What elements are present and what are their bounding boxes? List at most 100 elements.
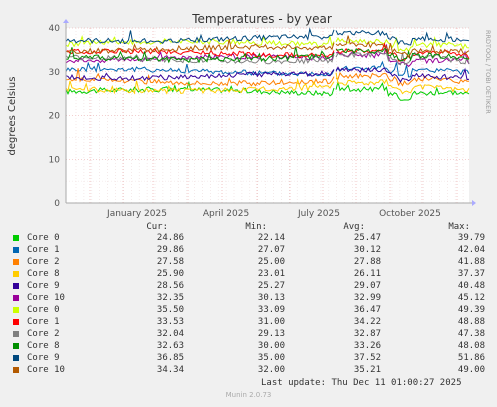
legend-max: 45.12 [457, 293, 485, 303]
legend-swatch [13, 295, 19, 301]
legend-min: 29.13 [257, 329, 285, 339]
y-axis-arrow [63, 19, 69, 23]
legend-series-name: Core 9 [27, 353, 60, 363]
legend-row: Core 9 36.85 35.00 37.52 51.86 [0, 353, 497, 364]
legend-row: Core 1 29.86 27.07 30.12 42.04 [0, 245, 497, 256]
y-tick-label: 10 [49, 155, 61, 165]
legend-cur: 32.35 [156, 293, 184, 303]
legend-min: 30.13 [257, 293, 285, 303]
legend-avg: 32.99 [353, 293, 381, 303]
x-tick-label: April 2025 [203, 209, 249, 219]
legend-cur: 34.34 [156, 365, 184, 375]
legend-swatch [13, 307, 19, 313]
legend-swatch [13, 235, 19, 241]
x-axis-arrow [472, 200, 476, 206]
legend-series-name: Core 0 [27, 233, 60, 243]
legend-avg: 35.21 [353, 365, 381, 375]
legend-max: 42.04 [457, 245, 485, 255]
legend-cur: 32.63 [156, 341, 184, 351]
legend-max: 51.86 [457, 353, 485, 363]
legend-swatch [13, 367, 19, 373]
y-tick-label: 30 [49, 68, 61, 78]
legend-avg: 34.22 [353, 317, 381, 327]
legend-header-max: Max: [448, 222, 470, 232]
series-line [65, 60, 470, 78]
legend-min: 22.14 [257, 233, 285, 243]
legend-cur: 27.58 [156, 257, 184, 267]
legend-max: 48.08 [457, 341, 485, 351]
legend-row: Core 0 35.50 33.09 36.47 49.39 [0, 305, 497, 316]
y-tick-label: 20 [49, 112, 61, 122]
legend-cur: 35.50 [156, 305, 184, 315]
legend-row: Core 10 34.34 32.00 35.21 49.00 [0, 365, 497, 376]
legend-avg: 30.12 [353, 245, 381, 255]
legend-avg: 25.47 [353, 233, 381, 243]
series-line [65, 72, 470, 95]
rrdtool-credit: RRDTOOL / TOBI OETIKER [484, 30, 492, 114]
x-tick-label: October 2025 [379, 209, 441, 219]
legend-series-name: Core 8 [27, 269, 60, 279]
legend-avg: 32.87 [353, 329, 381, 339]
legend-series-name: Core 2 [27, 329, 60, 339]
legend-row: Core 10 32.35 30.13 32.99 45.12 [0, 293, 497, 304]
legend-min: 30.00 [257, 341, 285, 351]
legend-cur: 36.85 [156, 353, 184, 363]
legend-max: 49.00 [457, 365, 485, 375]
legend-avg: 29.07 [353, 281, 381, 291]
y-axis-label: degrees Celsius [7, 77, 18, 156]
last-update: Last update: Thu Dec 11 01:00:27 2025 [261, 378, 462, 388]
legend-swatch [13, 355, 19, 361]
series-line [65, 35, 470, 58]
legend-cur: 32.04 [156, 329, 184, 339]
legend-row: Core 2 32.04 29.13 32.87 47.38 [0, 329, 497, 340]
legend-cur: 28.56 [156, 281, 184, 291]
legend-avg: 26.11 [353, 269, 381, 279]
legend-row: Core 8 32.63 30.00 33.26 48.08 [0, 341, 497, 352]
legend-avg: 27.88 [353, 257, 381, 267]
legend-min: 27.07 [257, 245, 285, 255]
series-line [65, 46, 470, 64]
legend-min: 23.01 [257, 269, 285, 279]
legend-series-name: Core 10 [27, 365, 65, 375]
legend-min: 31.00 [257, 317, 285, 327]
legend-max: 41.88 [457, 257, 485, 267]
legend-min: 32.00 [257, 365, 285, 375]
legend-avg: 36.47 [353, 305, 381, 315]
series-line [65, 66, 470, 83]
legend-max: 37.37 [457, 269, 485, 279]
legend-cur: 33.53 [156, 317, 184, 327]
legend-header-cur: Cur: [146, 222, 168, 232]
legend-min: 35.00 [257, 353, 285, 363]
legend-row: Core 0 24.86 22.14 25.47 39.79 [0, 233, 497, 244]
y-tick-label: 40 [49, 24, 61, 34]
legend-series-name: Core 2 [27, 257, 60, 267]
legend-max: 47.38 [457, 329, 485, 339]
legend-min: 25.00 [257, 257, 285, 267]
legend-min: 25.27 [257, 281, 285, 291]
legend-swatch [13, 343, 19, 349]
legend-min: 33.09 [257, 305, 285, 315]
x-tick-label: July 2025 [297, 209, 340, 219]
legend-max: 40.48 [457, 281, 485, 291]
legend-header-avg: Avg: [343, 222, 365, 232]
legend-series-name: Core 10 [27, 293, 65, 303]
legend-cur: 24.86 [156, 233, 184, 243]
legend-header-row: Cur: Min: Avg: Max: [0, 222, 497, 233]
legend-cur: 25.90 [156, 269, 184, 279]
legend-series-name: Core 8 [27, 341, 60, 351]
legend-series-name: Core 1 [27, 317, 60, 327]
legend-avg: 37.52 [353, 353, 381, 363]
legend-swatch [13, 319, 19, 325]
legend-swatch [13, 259, 19, 265]
legend-series-name: Core 9 [27, 281, 60, 291]
munin-footer: Munin 2.0.73 [225, 391, 272, 399]
x-tick-label: January 2025 [106, 209, 167, 219]
chart-title: Temperatures - by year [191, 12, 332, 26]
legend-max: 39.79 [457, 233, 485, 243]
series-line [65, 27, 470, 46]
legend-row: Core 1 33.53 31.00 34.22 48.88 [0, 317, 497, 328]
legend-series-name: Core 0 [27, 305, 60, 315]
y-tick-label: 0 [54, 199, 60, 209]
legend-row: Core 8 25.90 23.01 26.11 37.37 [0, 269, 497, 280]
